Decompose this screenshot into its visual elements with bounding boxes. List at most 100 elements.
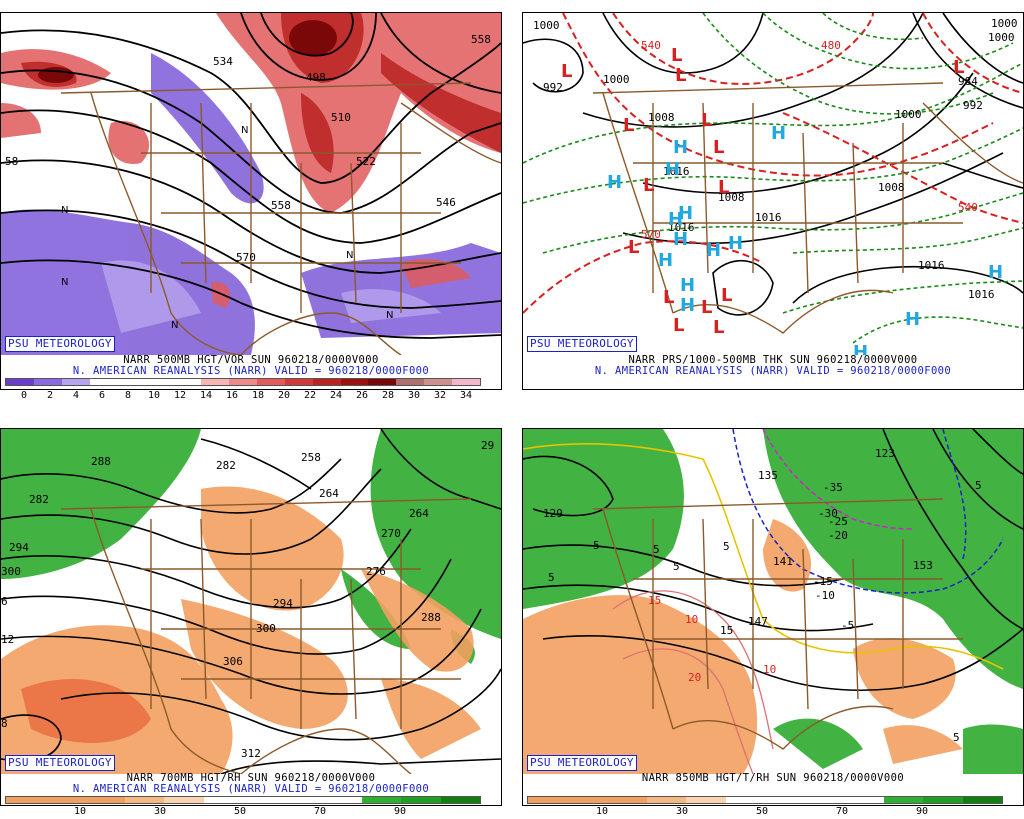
svg-text:H: H xyxy=(905,309,920,330)
colorbar-swatch xyxy=(229,379,257,385)
svg-text:276: 276 xyxy=(366,565,386,578)
contour-label: 522 xyxy=(356,155,376,168)
colorbar-swatch xyxy=(401,797,441,803)
svg-text:1000: 1000 xyxy=(991,17,1018,30)
svg-text:20: 20 xyxy=(688,671,701,684)
rh-colorbar-ticks: 10 30 50 70 90 xyxy=(0,806,500,818)
svg-text:N: N xyxy=(346,250,353,261)
svg-text:480: 480 xyxy=(821,39,841,52)
svg-text:282: 282 xyxy=(216,459,236,472)
colorbar-swatch xyxy=(312,379,341,385)
colorbar-swatch xyxy=(117,379,146,385)
svg-text:1008: 1008 xyxy=(718,191,745,204)
colorbar-tick-label: 10 xyxy=(73,806,87,817)
svg-text:N: N xyxy=(61,205,68,216)
svg-text:5: 5 xyxy=(673,560,680,573)
svg-text:-15: -15 xyxy=(813,575,833,588)
colorbar-tick-label: 4 xyxy=(72,390,80,401)
colorbar-tick-label: 2 xyxy=(46,390,54,401)
colorbar-tick-label: 30 xyxy=(407,390,421,401)
svg-text:10: 10 xyxy=(685,613,698,626)
colorbar-swatch xyxy=(6,797,46,803)
svg-text:-30: -30 xyxy=(818,507,838,520)
svg-text:L: L xyxy=(701,110,712,131)
caption-line-1: NARR 700MB HGT/RH SUN 960218/0000V000 xyxy=(126,772,376,784)
svg-text:570: 570 xyxy=(641,228,661,241)
colorbar-tick-label: 70 xyxy=(835,806,849,817)
svg-text:H: H xyxy=(668,209,683,230)
svg-text:258: 258 xyxy=(301,451,321,464)
colorbar-swatch xyxy=(607,797,647,803)
svg-text:1000: 1000 xyxy=(533,19,560,32)
svg-text:294: 294 xyxy=(9,541,29,554)
svg-text:5: 5 xyxy=(723,540,730,553)
svg-text:5: 5 xyxy=(953,731,960,744)
vorticity-colorbar xyxy=(5,378,481,386)
svg-text:312: 312 xyxy=(241,747,261,760)
svg-text:H: H xyxy=(853,342,868,355)
svg-text:L: L xyxy=(713,317,724,338)
svg-text:L: L xyxy=(671,45,682,66)
colorbar-swatch xyxy=(243,797,283,803)
colorbar-swatch xyxy=(883,797,923,803)
colorbar-swatch xyxy=(844,797,884,803)
colorbar-swatch xyxy=(765,797,805,803)
colorbar-swatch xyxy=(256,379,285,385)
colorbar-swatch xyxy=(368,379,397,385)
svg-text:N: N xyxy=(171,320,178,331)
svg-text:282: 282 xyxy=(29,493,49,506)
svg-text:8: 8 xyxy=(1,717,8,730)
colorbar-tick-label: 28 xyxy=(381,390,395,401)
colorbar-tick-label: 8 xyxy=(124,390,132,401)
svg-text:H: H xyxy=(680,295,695,316)
svg-text:N: N xyxy=(241,125,248,136)
svg-text:147: 147 xyxy=(748,615,768,628)
caption-line-2: N. AMERICAN REANALYSIS (NARR) VALID = 96… xyxy=(72,365,430,377)
svg-text:-20: -20 xyxy=(828,529,848,542)
svg-text:N: N xyxy=(61,277,68,288)
colorbar-swatch xyxy=(45,797,85,803)
svg-text:288: 288 xyxy=(91,455,111,468)
svg-text:-35: -35 xyxy=(823,481,843,494)
contour-label: 546 xyxy=(436,196,456,209)
colorbar-swatch xyxy=(452,379,480,385)
rh-700mb-map: 288 282 258 264 282 294 300 6 12 270 264 276 288… xyxy=(1,429,501,774)
svg-text:1016: 1016 xyxy=(755,211,782,224)
svg-text:L: L xyxy=(561,61,572,82)
rh-colorbar xyxy=(5,796,481,804)
svg-text:1016: 1016 xyxy=(668,221,695,234)
svg-text:1016: 1016 xyxy=(968,288,995,301)
caption-line-2: N. AMERICAN REANALYSIS (NARR) VALID = 96… xyxy=(72,783,430,795)
svg-text:1016: 1016 xyxy=(663,165,690,178)
colorbar-tick-label: 16 xyxy=(225,390,239,401)
colorbar-tick-label: 14 xyxy=(199,390,213,401)
vorticity-map: 558 534 498 510 522 546 558 570 58 N N N N… xyxy=(1,13,501,355)
colorbar-swatch xyxy=(567,797,607,803)
svg-text:1000: 1000 xyxy=(895,108,922,121)
svg-text:L: L xyxy=(623,115,634,136)
contour-label: 58 xyxy=(5,155,18,168)
svg-text:H: H xyxy=(658,250,673,271)
svg-text:L: L xyxy=(721,285,732,306)
colorbar-swatch xyxy=(284,379,313,385)
colorbar-swatch xyxy=(322,797,362,803)
colorbar-swatch xyxy=(923,797,963,803)
caption-line-1: NARR 500MB HGT/VOR SUN 960218/0000V000 xyxy=(123,354,379,366)
contour-label: 570 xyxy=(236,251,256,264)
colorbar-swatch xyxy=(89,379,118,385)
colorbar-tick-label: 20 xyxy=(277,390,291,401)
svg-text:H: H xyxy=(678,203,693,224)
svg-text:N: N xyxy=(386,310,393,321)
svg-text:984: 984 xyxy=(958,75,978,88)
psu-meteorology-badge: PSU METEOROLOGY xyxy=(527,755,637,771)
colorbar-tick-label: 12 xyxy=(173,390,187,401)
svg-text:288: 288 xyxy=(421,611,441,624)
colorbar-swatch xyxy=(145,379,174,385)
svg-text:5: 5 xyxy=(548,571,555,584)
svg-text:5: 5 xyxy=(593,539,600,552)
svg-text:153: 153 xyxy=(913,559,933,572)
svg-text:H: H xyxy=(988,262,1003,283)
svg-text:H: H xyxy=(673,137,688,158)
svg-text:15: 15 xyxy=(648,594,661,607)
svg-text:5: 5 xyxy=(653,543,660,556)
